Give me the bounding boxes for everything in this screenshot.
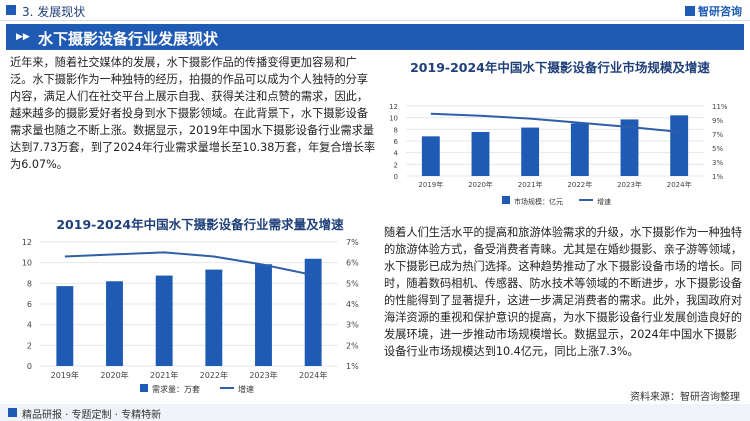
x-tick-label: 2022年 (567, 180, 592, 189)
double-arrow-icon: ▶▶ (16, 32, 30, 42)
chart2-title: 2019-2024年中国水下摄影设备行业市场规模及增速 (410, 60, 710, 75)
y2-tick-label: 1% (712, 173, 723, 181)
y2-tick-label: 9% (712, 117, 723, 125)
demand-chart: 0 2 4 6 8 10 12 1% 2% 3% 4% 5% 6% 7% 2019年 2020年 2021年 20… (22, 238, 359, 394)
y2-tick-label: 5% (712, 145, 723, 153)
bar (620, 119, 639, 176)
y-tick-label: 2 (27, 341, 32, 350)
top-divider (0, 20, 750, 21)
footer-icon (8, 408, 17, 417)
x-tick-label: 2022年 (200, 370, 228, 380)
top-bar: 3. 发展现状 智研咨询 (0, 0, 750, 22)
y2-tick-label: 1% (346, 362, 359, 371)
bar (421, 136, 440, 176)
legend-bar-swatch (140, 384, 148, 392)
source-note: 资料来源：智研咨询整理 (630, 392, 740, 403)
y-tick-label: 10 (22, 259, 32, 268)
y-tick-label: 8 (27, 279, 32, 288)
y-tick-label: 6 (394, 138, 399, 146)
growth-line (430, 112, 680, 133)
bar (670, 115, 689, 176)
y-tick-label: 8 (394, 126, 398, 134)
section-marker-icon (6, 5, 16, 15)
x-tick-label: 2024年 (667, 180, 692, 189)
y-tick-label: 0 (27, 362, 32, 371)
logo-icon (685, 6, 695, 16)
growth-line (64, 251, 314, 277)
x-tick-label: 2020年 (100, 370, 128, 380)
legend-line-label: 增速 (597, 197, 611, 206)
bar (471, 131, 490, 176)
y-tick-label: 4 (394, 150, 399, 158)
y-tick-label: 6 (27, 300, 32, 309)
bar (304, 258, 322, 366)
y-tick-label: 4 (27, 321, 32, 330)
x-tick-label: 2021年 (518, 180, 543, 189)
y2-tick-label: 5% (346, 279, 359, 288)
bar (570, 123, 589, 176)
y-tick-label: 10 (389, 115, 398, 123)
section-title: 3. 发展现状 (22, 5, 86, 19)
y2-tick-label: 2% (346, 341, 359, 350)
y2-tick-label: 6% (346, 259, 359, 268)
y2-tick-label: 3% (346, 321, 359, 330)
bar (106, 281, 123, 366)
y2-tick-label: 7% (346, 238, 359, 247)
y2-tick-label: 11% (712, 103, 728, 111)
x-tick-label: 2023年 (617, 180, 642, 189)
chart1-title: 2019-2024年中国水下摄影设备行业需求量及增速 (56, 217, 344, 232)
footer-text: 精品研报 · 专题定制 · 专精特新 (22, 410, 162, 421)
bar (205, 269, 223, 366)
y2-tick-label: 4% (346, 300, 359, 309)
y-tick-label: 12 (389, 103, 398, 111)
legend-line-label: 增速 (238, 384, 254, 394)
legend-bar-label: 需求量：万套 (152, 384, 200, 394)
bar (521, 127, 540, 176)
y2-tick-label: 7% (712, 131, 723, 139)
x-tick-label: 2019年 (418, 180, 443, 189)
x-tick-label: 2021年 (150, 370, 178, 380)
title-banner: ▶▶ 水下摄影设备行业发展现状 (6, 24, 744, 50)
legend-bar-swatch (502, 196, 510, 204)
logo-text: 智研咨询 (698, 5, 742, 18)
paragraph-market: 随着人们生活水平的提高和旅游体验需求的升级，水下摄影作为一种独特的旅游体验方式，… (384, 226, 743, 358)
y-tick-label: 2 (394, 161, 398, 169)
paragraph-demand: 近年来，随着社交媒体的发展，水下摄影作品的传播变得更加容易和广泛。水下摄影作为一… (10, 56, 376, 171)
market-size-chart: 0 2 4 6 8 10 12 1% 3% 5% 7% 9% 11% 2019年 2020年 2021年 202… (389, 103, 728, 206)
x-tick-label: 2024年 (299, 370, 327, 380)
x-tick-label: 2020年 (468, 180, 493, 189)
y-tick-label: 0 (394, 173, 398, 181)
banner-title: 水下摄影设备行业发展现状 (38, 30, 219, 48)
bar (255, 264, 272, 366)
x-tick-label: 2019年 (51, 370, 79, 380)
x-tick-label: 2023年 (249, 370, 277, 380)
bar (56, 286, 74, 366)
footer-bar: 精品研报 · 专题定制 · 专精特新 (0, 404, 750, 421)
legend-bar-label: 市场规模：亿元 (514, 197, 563, 206)
logo: 智研咨询 (685, 3, 742, 19)
bar (155, 275, 173, 366)
y2-tick-label: 3% (712, 159, 723, 167)
y-tick-label: 12 (22, 238, 32, 247)
